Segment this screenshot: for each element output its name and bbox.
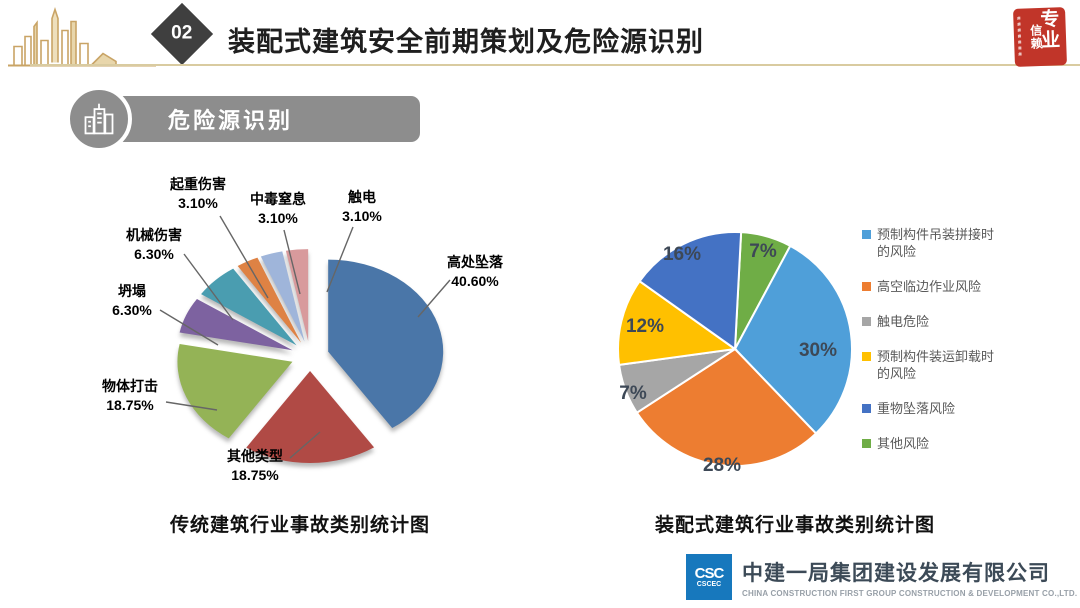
chart-prefab-accidents: 30% 28% 7% 12% 16% 7% 预制构件吊装拼接时的风险 高空临边作… [595,210,1080,510]
company-name-en: CHINA CONSTRUCTION FIRST GROUP CONSTRUCT… [742,588,1078,598]
legend-item: 高空临边作业风险 [862,278,1077,295]
slice-label: 物体打击 18.75% [102,378,158,413]
pie-slice-中毒窒息 [260,251,305,342]
legend-marker [862,317,871,326]
pct-label: 30% [798,340,838,361]
slice-label: 机械伤害 6.30% [126,227,182,262]
pie-slice-重物坠落风险 [638,231,743,351]
pie-slice-预制构件装运卸载时的风险 [617,279,738,367]
building-icon [84,103,114,135]
section-icon-circle [66,86,132,152]
cscec-logo: CSC CSCEC [686,554,732,600]
chart-caption-prefab: 装配式建筑行业事故类别统计图 [654,515,935,536]
legend-item: 预制构件吊装拼接时的风险 [862,226,1077,260]
legend-item: 触电危险 [862,313,1077,330]
footer: CSC CSCEC 中建一局集团建设发展有限公司 CHINA CONSTRUCT… [686,554,1077,600]
traditional-pie [177,249,444,463]
slice-label: 高处坠落 40.60% [447,254,503,289]
section-banner: 危险源识别 [104,96,420,142]
seal-decoration [1017,16,1022,57]
pie-slice-坍塌 [179,299,293,351]
section-title: 危险源识别 [168,108,294,133]
chart-caption-traditional: 传统建筑行业事故类别统计图 [169,515,430,536]
slice-label: 起重伤害 3.10% [170,176,226,211]
chart-traditional-accidents: 高处坠落 40.60% 其他类型 18.75% 物体打击 18.75% 坍塌 6… [70,170,530,510]
seal-text-sub: 信赖 [1028,23,1044,51]
section-number: 02 [171,22,193,44]
legend-marker [862,230,871,239]
brand-seal: 专业 信赖 [1013,7,1067,67]
legend-marker [862,404,871,413]
city-skyline-decoration [8,6,156,67]
pie-slice-物体打击 [177,343,293,439]
legend-item: 其他风险 [862,435,1077,452]
prefab-pie [617,231,853,467]
legend-marker [862,352,871,361]
legend-item: 重物坠落风险 [862,400,1077,417]
legend-marker [862,439,871,448]
page-title: 装配式建筑安全前期策划及危险源识别 [228,27,704,57]
pct-label: 16% [662,244,702,265]
legend-marker [862,282,871,291]
pct-label: 7% [619,383,647,404]
header-divider [30,64,1080,66]
section-number-badge: 02 [150,2,214,66]
slice-label: 触电 3.10% [342,189,382,224]
company-name: 中建一局集团建设发展有限公司 [742,561,1050,585]
pie-slice-预制构件吊装拼接时的风险 [733,244,853,435]
pie-slice-高处坠落 [328,259,444,429]
pct-label: 12% [625,316,665,337]
pie-slice-高空临边作业风险 [635,347,818,467]
pct-label: 7% [749,241,777,262]
slice-label: 其他类型 18.75% [227,448,283,483]
pie-slice-起重伤害 [237,257,302,343]
legend: 预制构件吊装拼接时的风险 高空临边作业风险 触电危险 预制构件装运卸载时的风险 … [862,226,1077,452]
slice-label: 中毒窒息 3.10% [250,191,306,226]
leader-lines [159,215,451,459]
pie-slice-触电 [285,249,309,342]
pie-slice-其他类型 [246,371,375,463]
legend-item: 预制构件装运卸载时的风险 [862,348,1077,382]
pct-label: 28% [702,455,742,476]
slice-label: 坍塌 6.30% [112,283,152,318]
pie-slice-机械伤害 [201,268,297,346]
